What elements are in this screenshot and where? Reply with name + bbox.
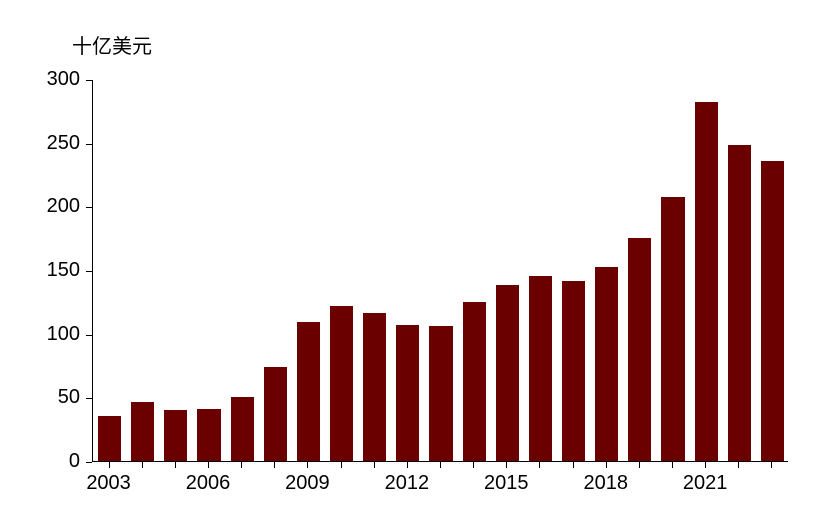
x-tick-mark bbox=[307, 462, 308, 468]
x-tick-mark bbox=[142, 462, 143, 468]
bar bbox=[197, 409, 220, 461]
x-tick-label: 2006 bbox=[186, 472, 231, 495]
y-tick-mark bbox=[86, 80, 92, 81]
bar bbox=[661, 197, 684, 461]
x-tick-label: 2018 bbox=[583, 472, 628, 495]
x-tick-mark bbox=[705, 462, 706, 468]
x-tick-mark bbox=[672, 462, 673, 468]
y-tick-label: 100 bbox=[0, 323, 80, 346]
bar bbox=[231, 397, 254, 461]
bar bbox=[429, 326, 452, 461]
x-tick-label: 2015 bbox=[484, 472, 529, 495]
plot-area bbox=[92, 80, 788, 462]
bar bbox=[529, 276, 552, 461]
bar bbox=[595, 267, 618, 461]
bar bbox=[728, 145, 751, 461]
y-tick-mark bbox=[86, 398, 92, 399]
bar bbox=[330, 306, 353, 461]
y-tick-label: 150 bbox=[0, 259, 80, 282]
bar bbox=[264, 367, 287, 461]
bar bbox=[363, 313, 386, 461]
y-tick-label: 300 bbox=[0, 68, 80, 91]
bar bbox=[164, 410, 187, 461]
x-tick-label: 2012 bbox=[385, 472, 430, 495]
x-tick-label: 2009 bbox=[285, 472, 330, 495]
x-tick-mark bbox=[274, 462, 275, 468]
x-tick-mark bbox=[374, 462, 375, 468]
bar bbox=[695, 102, 718, 461]
bar bbox=[628, 238, 651, 461]
x-tick-mark bbox=[407, 462, 408, 468]
y-tick-mark bbox=[86, 335, 92, 336]
y-tick-label: 250 bbox=[0, 132, 80, 155]
y-tick-label: 200 bbox=[0, 195, 80, 218]
x-tick-mark bbox=[639, 462, 640, 468]
x-tick-mark bbox=[539, 462, 540, 468]
bar bbox=[496, 285, 519, 461]
bar bbox=[463, 302, 486, 461]
bar bbox=[562, 281, 585, 461]
x-tick-mark bbox=[241, 462, 242, 468]
bar bbox=[396, 325, 419, 461]
y-tick-mark bbox=[86, 462, 92, 463]
bar bbox=[761, 161, 784, 462]
x-tick-label: 2003 bbox=[86, 472, 131, 495]
x-tick-mark bbox=[109, 462, 110, 468]
bar bbox=[98, 416, 121, 461]
x-tick-mark bbox=[506, 462, 507, 468]
x-tick-mark bbox=[208, 462, 209, 468]
bar bbox=[131, 402, 154, 461]
y-tick-label: 0 bbox=[0, 450, 80, 473]
y-tick-label: 50 bbox=[0, 386, 80, 409]
chart-container: 十亿美元 0 50 100 150 200 250 300 2003 2006 2009 2012 2… bbox=[0, 0, 832, 524]
x-tick-mark bbox=[440, 462, 441, 468]
x-tick-mark bbox=[341, 462, 342, 468]
y-tick-mark bbox=[86, 207, 92, 208]
x-tick-mark bbox=[473, 462, 474, 468]
x-tick-mark bbox=[738, 462, 739, 468]
x-tick-mark bbox=[771, 462, 772, 468]
x-tick-label: 2021 bbox=[683, 472, 728, 495]
bar bbox=[297, 322, 320, 461]
y-axis-title: 十亿美元 bbox=[72, 30, 152, 59]
y-tick-mark bbox=[86, 144, 92, 145]
x-tick-mark bbox=[606, 462, 607, 468]
y-tick-mark bbox=[86, 271, 92, 272]
x-tick-mark bbox=[573, 462, 574, 468]
x-tick-mark bbox=[175, 462, 176, 468]
